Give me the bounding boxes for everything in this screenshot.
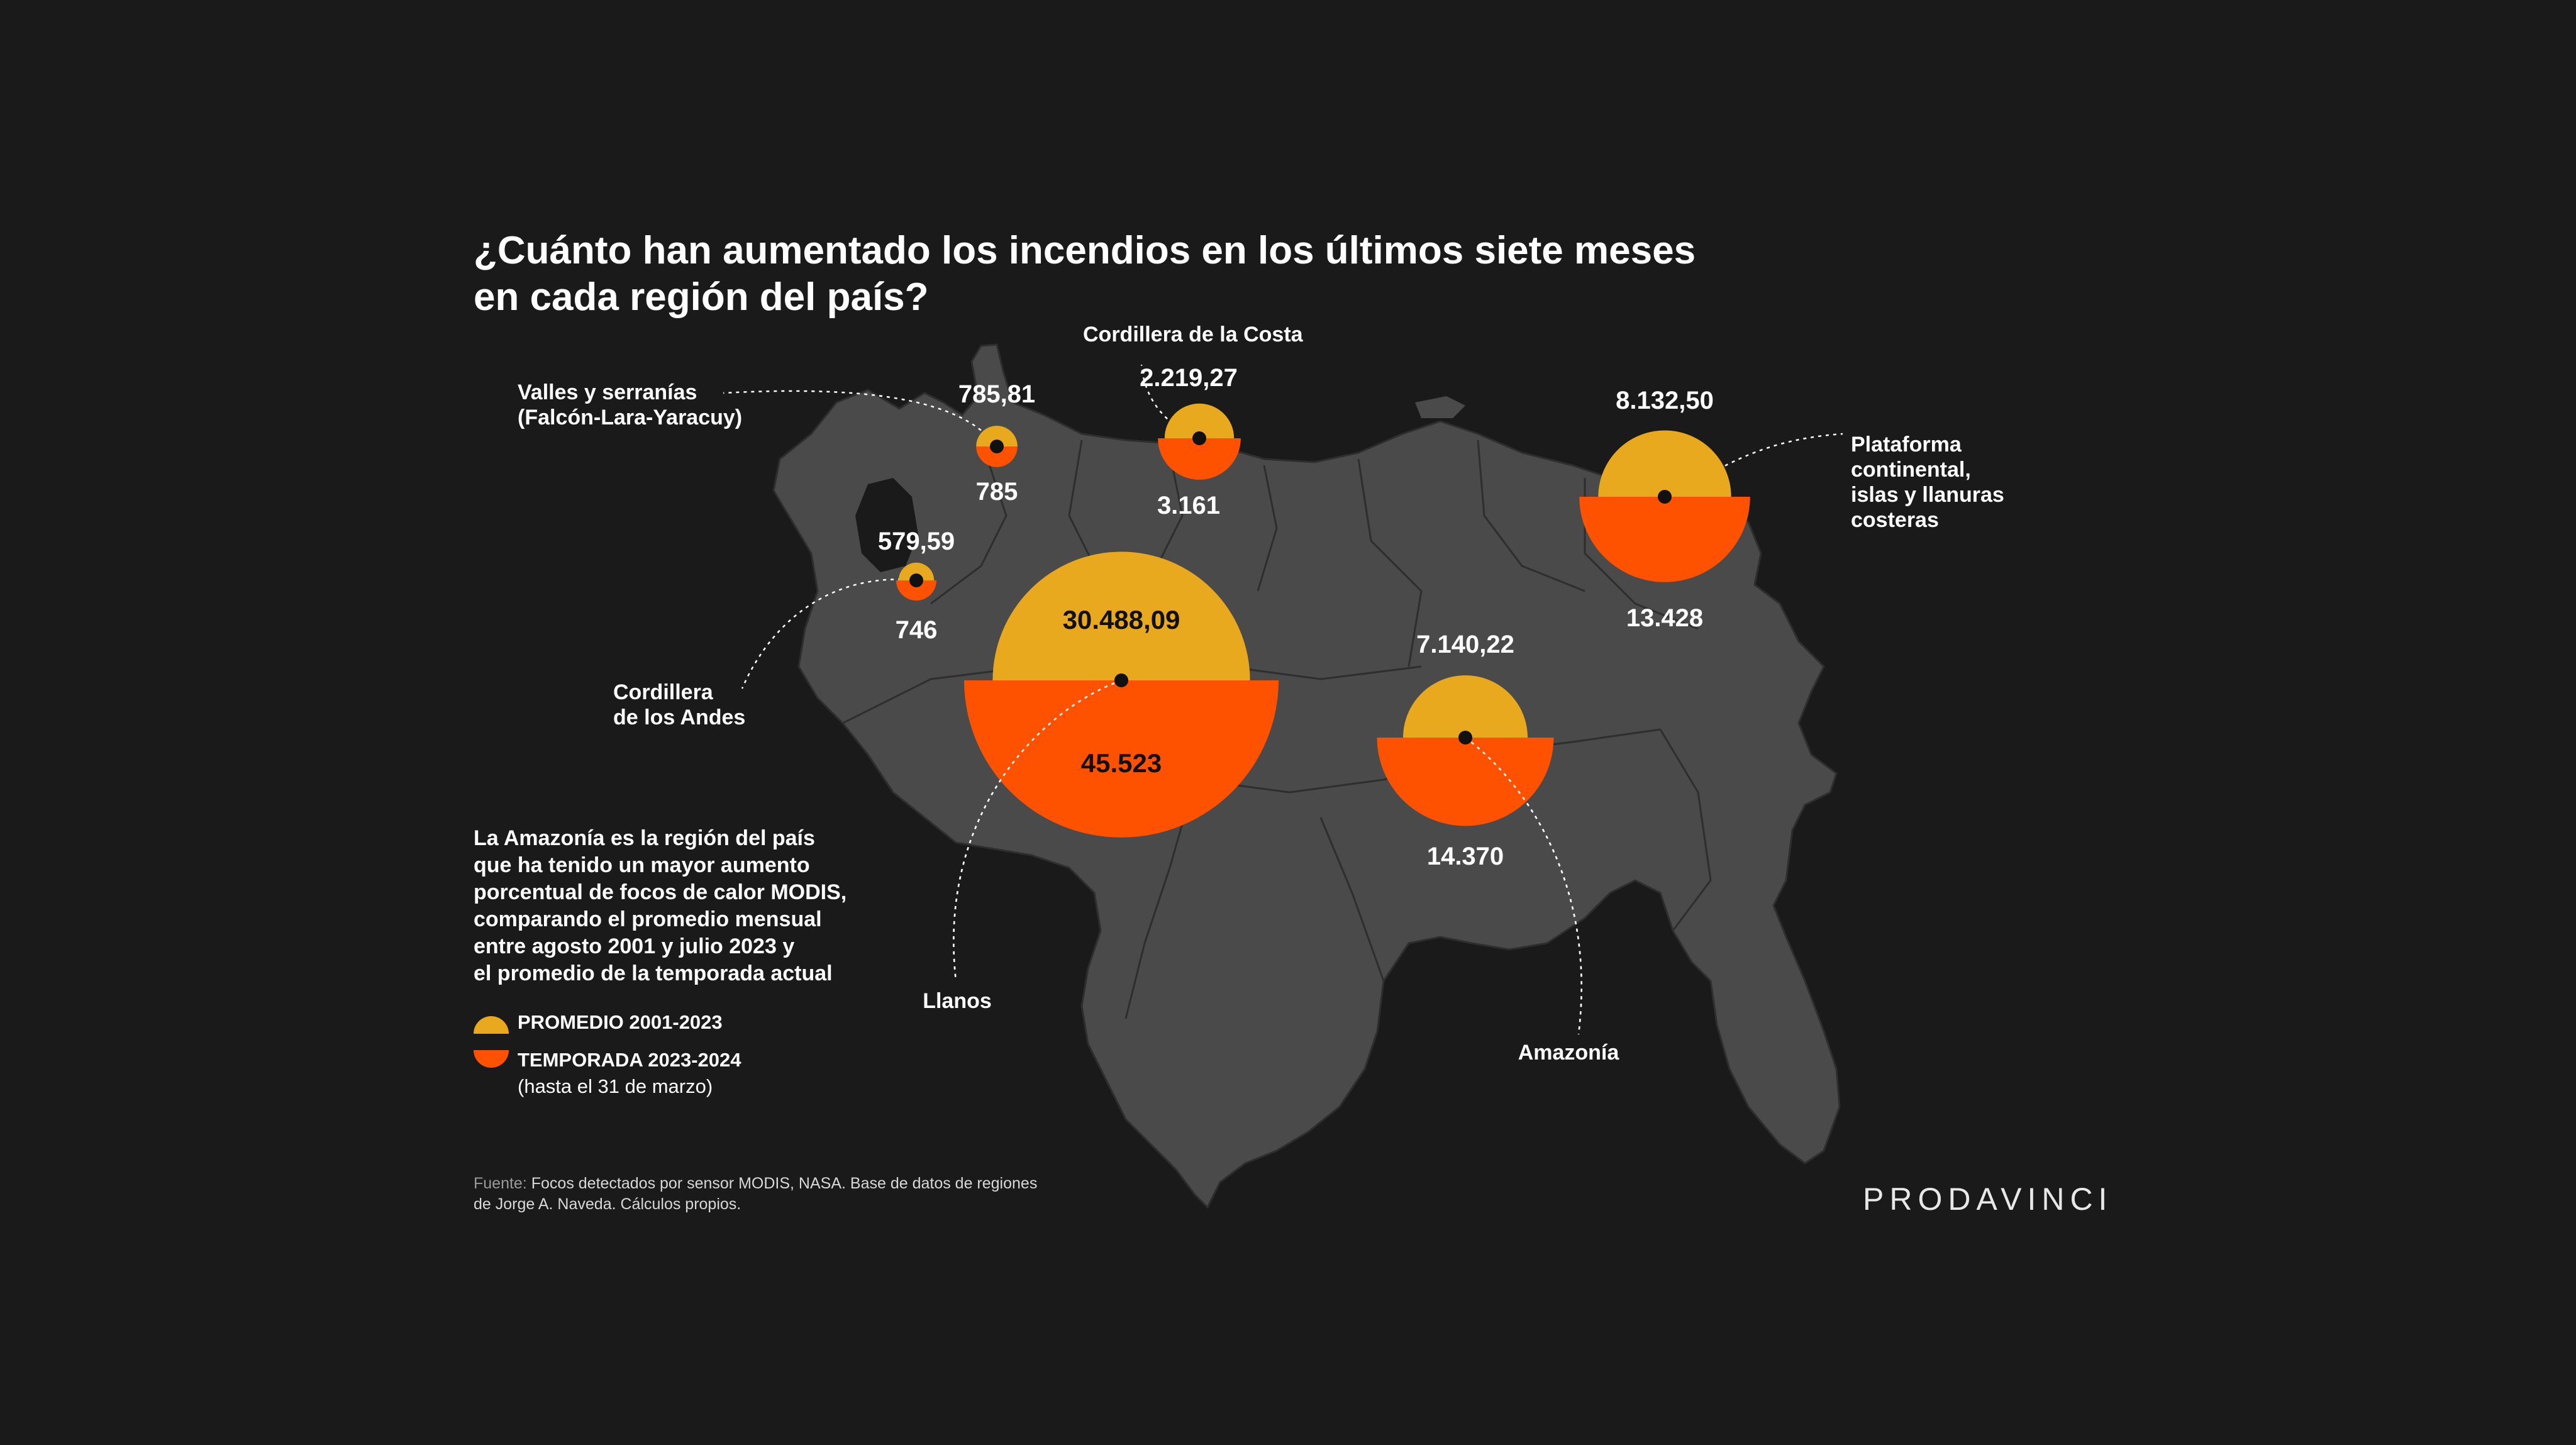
region-name-label: Cordillera de la Costa xyxy=(1083,323,1304,346)
note-line: que ha tenido un mayor aumento xyxy=(474,853,810,877)
temporada-value-label: 785 xyxy=(976,478,1018,506)
country-shape xyxy=(772,343,1841,1209)
title-line-2: en cada región del país? xyxy=(474,275,929,319)
temporada-semicircle xyxy=(964,680,1279,838)
region-name-line: Amazonía xyxy=(1518,1041,1620,1065)
region-bubble: 2.219,27 3.161 Cordillera de la Costa xyxy=(1083,323,1304,519)
center-dot xyxy=(909,573,923,587)
lake-maracaibo xyxy=(855,478,918,572)
region-name-line: (Falcón-Lara-Yaracuy) xyxy=(518,406,742,429)
leader-line-overlay xyxy=(953,679,1122,982)
title-line-1: ¿Cuánto han aumentado los incendios en l… xyxy=(474,229,1696,272)
region-name-line: Plataforma xyxy=(1851,433,1962,457)
region-name-label: Llanos xyxy=(923,989,992,1013)
center-dot xyxy=(1192,431,1206,445)
source-line-1: Focos detectados por sensor MODIS, NASA.… xyxy=(531,1175,1038,1192)
explanatory-note: La Amazonía es la región del país que ha… xyxy=(474,825,914,987)
source-note: Fuente: Focos detectados por sensor MODI… xyxy=(474,1173,1102,1215)
leader-line xyxy=(1140,364,1200,440)
promedio-value-label: 8.132,50 xyxy=(1616,387,1714,414)
leader-line xyxy=(723,390,997,447)
promedio-value-label: 30.488,09 xyxy=(1063,605,1180,634)
region-bubbles: 785,81 785 Valles y serranías (Falcón-Lara-… xyxy=(518,323,2004,1065)
prodavinci-logo: PRODAVINCI xyxy=(1863,1182,2113,1217)
note-line: La Amazonía es la región del país xyxy=(474,826,815,850)
region-bubble: 579,59 746 Cordillera de los Andes xyxy=(613,528,955,729)
note-line: porcentual de focos de calor MODIS, xyxy=(474,880,847,904)
center-dot xyxy=(1658,490,1672,504)
temporada-semicircle xyxy=(896,580,937,601)
state-border xyxy=(1319,817,1385,982)
region-name-label: Valles y serranías (Falcón-Lara-Yaracuy) xyxy=(518,380,742,429)
region-name-line: costeras xyxy=(1851,508,1939,532)
promedio-semicircle xyxy=(898,562,935,580)
temporada-value-label: 45.523 xyxy=(1081,748,1162,778)
region-name-label: Amazonía xyxy=(1518,1041,1620,1065)
region-bubble: 8.132,50 13.428 Plataforma continental, isla… xyxy=(1579,387,2004,632)
state-border xyxy=(1357,458,1423,667)
island-margarita xyxy=(1415,396,1465,418)
temporada-semicircle xyxy=(1579,497,1750,582)
page-title: ¿Cuánto han aumentado los incendios en l… xyxy=(474,228,1920,321)
temporada-value-label: 13.428 xyxy=(1626,604,1703,632)
note-line: entre agosto 2001 y julio 2023 y xyxy=(474,934,795,958)
note-line: comparando el promedio mensual xyxy=(474,907,822,931)
region-name-label: Plataforma continental, islas y llanuras co… xyxy=(1851,433,2004,532)
region-name-line: Cordillera de la Costa xyxy=(1083,323,1304,346)
promedio-value-label: 2.219,27 xyxy=(1140,364,1238,392)
state-border xyxy=(930,440,1008,605)
region-name-line: Llanos xyxy=(923,989,992,1013)
region-name-line: islas y llanuras xyxy=(1851,483,2004,507)
temporada-semicircle xyxy=(976,446,1018,467)
state-border xyxy=(1659,729,1712,931)
legend-label-temporada: TEMPORADA 2023-2024 xyxy=(518,1049,741,1071)
region-name-line: Valles y serranías xyxy=(518,380,697,404)
legend-swatch-temporada xyxy=(474,1050,509,1068)
promedio-semicircle xyxy=(1402,675,1528,738)
region-name-label: Cordillera de los Andes xyxy=(613,680,745,729)
temporada-semicircle xyxy=(1377,738,1554,826)
legend-swatch-promedio xyxy=(474,1016,509,1034)
center-dot xyxy=(990,440,1004,453)
region-name-line: continental, xyxy=(1851,458,1971,482)
region-name-line: Cordillera xyxy=(613,680,714,704)
temporada-semicircle xyxy=(1158,438,1241,480)
region-bubble: 30.488,09 45.523 Llanos xyxy=(923,551,1279,1013)
legend-sublabel-temporada: (hasta el 31 de marzo) xyxy=(518,1075,713,1097)
temporada-value-label: 14.370 xyxy=(1427,843,1504,870)
region-bubble: 7.140,22 14.370 Amazonía xyxy=(1377,631,1620,1065)
legend-label-promedio: PROMEDIO 2001-2023 xyxy=(518,1011,723,1033)
promedio-semicircle xyxy=(1164,403,1235,438)
source-label: Fuente: xyxy=(474,1175,527,1192)
region-bubble: 785,81 785 Valles y serranías (Falcón-Lara-… xyxy=(518,380,1035,506)
temporada-value-label: 746 xyxy=(896,616,938,644)
promedio-semicircle xyxy=(976,426,1018,446)
state-border xyxy=(1477,440,1585,592)
promedio-semicircle xyxy=(1598,430,1731,497)
leader-line-overlay xyxy=(1465,736,1582,1035)
temporada-value-label: 3.161 xyxy=(1157,492,1220,519)
promedio-value-label: 785,81 xyxy=(958,380,1035,408)
center-dot xyxy=(1114,673,1128,687)
promedio-value-label: 7.140,22 xyxy=(1416,631,1514,658)
region-name-line: de los Andes xyxy=(613,706,745,729)
promedio-value-label: 579,59 xyxy=(878,528,955,555)
promedio-semicircle xyxy=(992,551,1250,680)
state-border xyxy=(1257,465,1278,592)
leader-line xyxy=(741,579,917,689)
center-dot xyxy=(1458,731,1472,745)
note-line: el promedio de la temporada actual xyxy=(474,961,833,985)
source-line-2: de Jorge A. Naveda. Cálculos propios. xyxy=(474,1195,741,1213)
